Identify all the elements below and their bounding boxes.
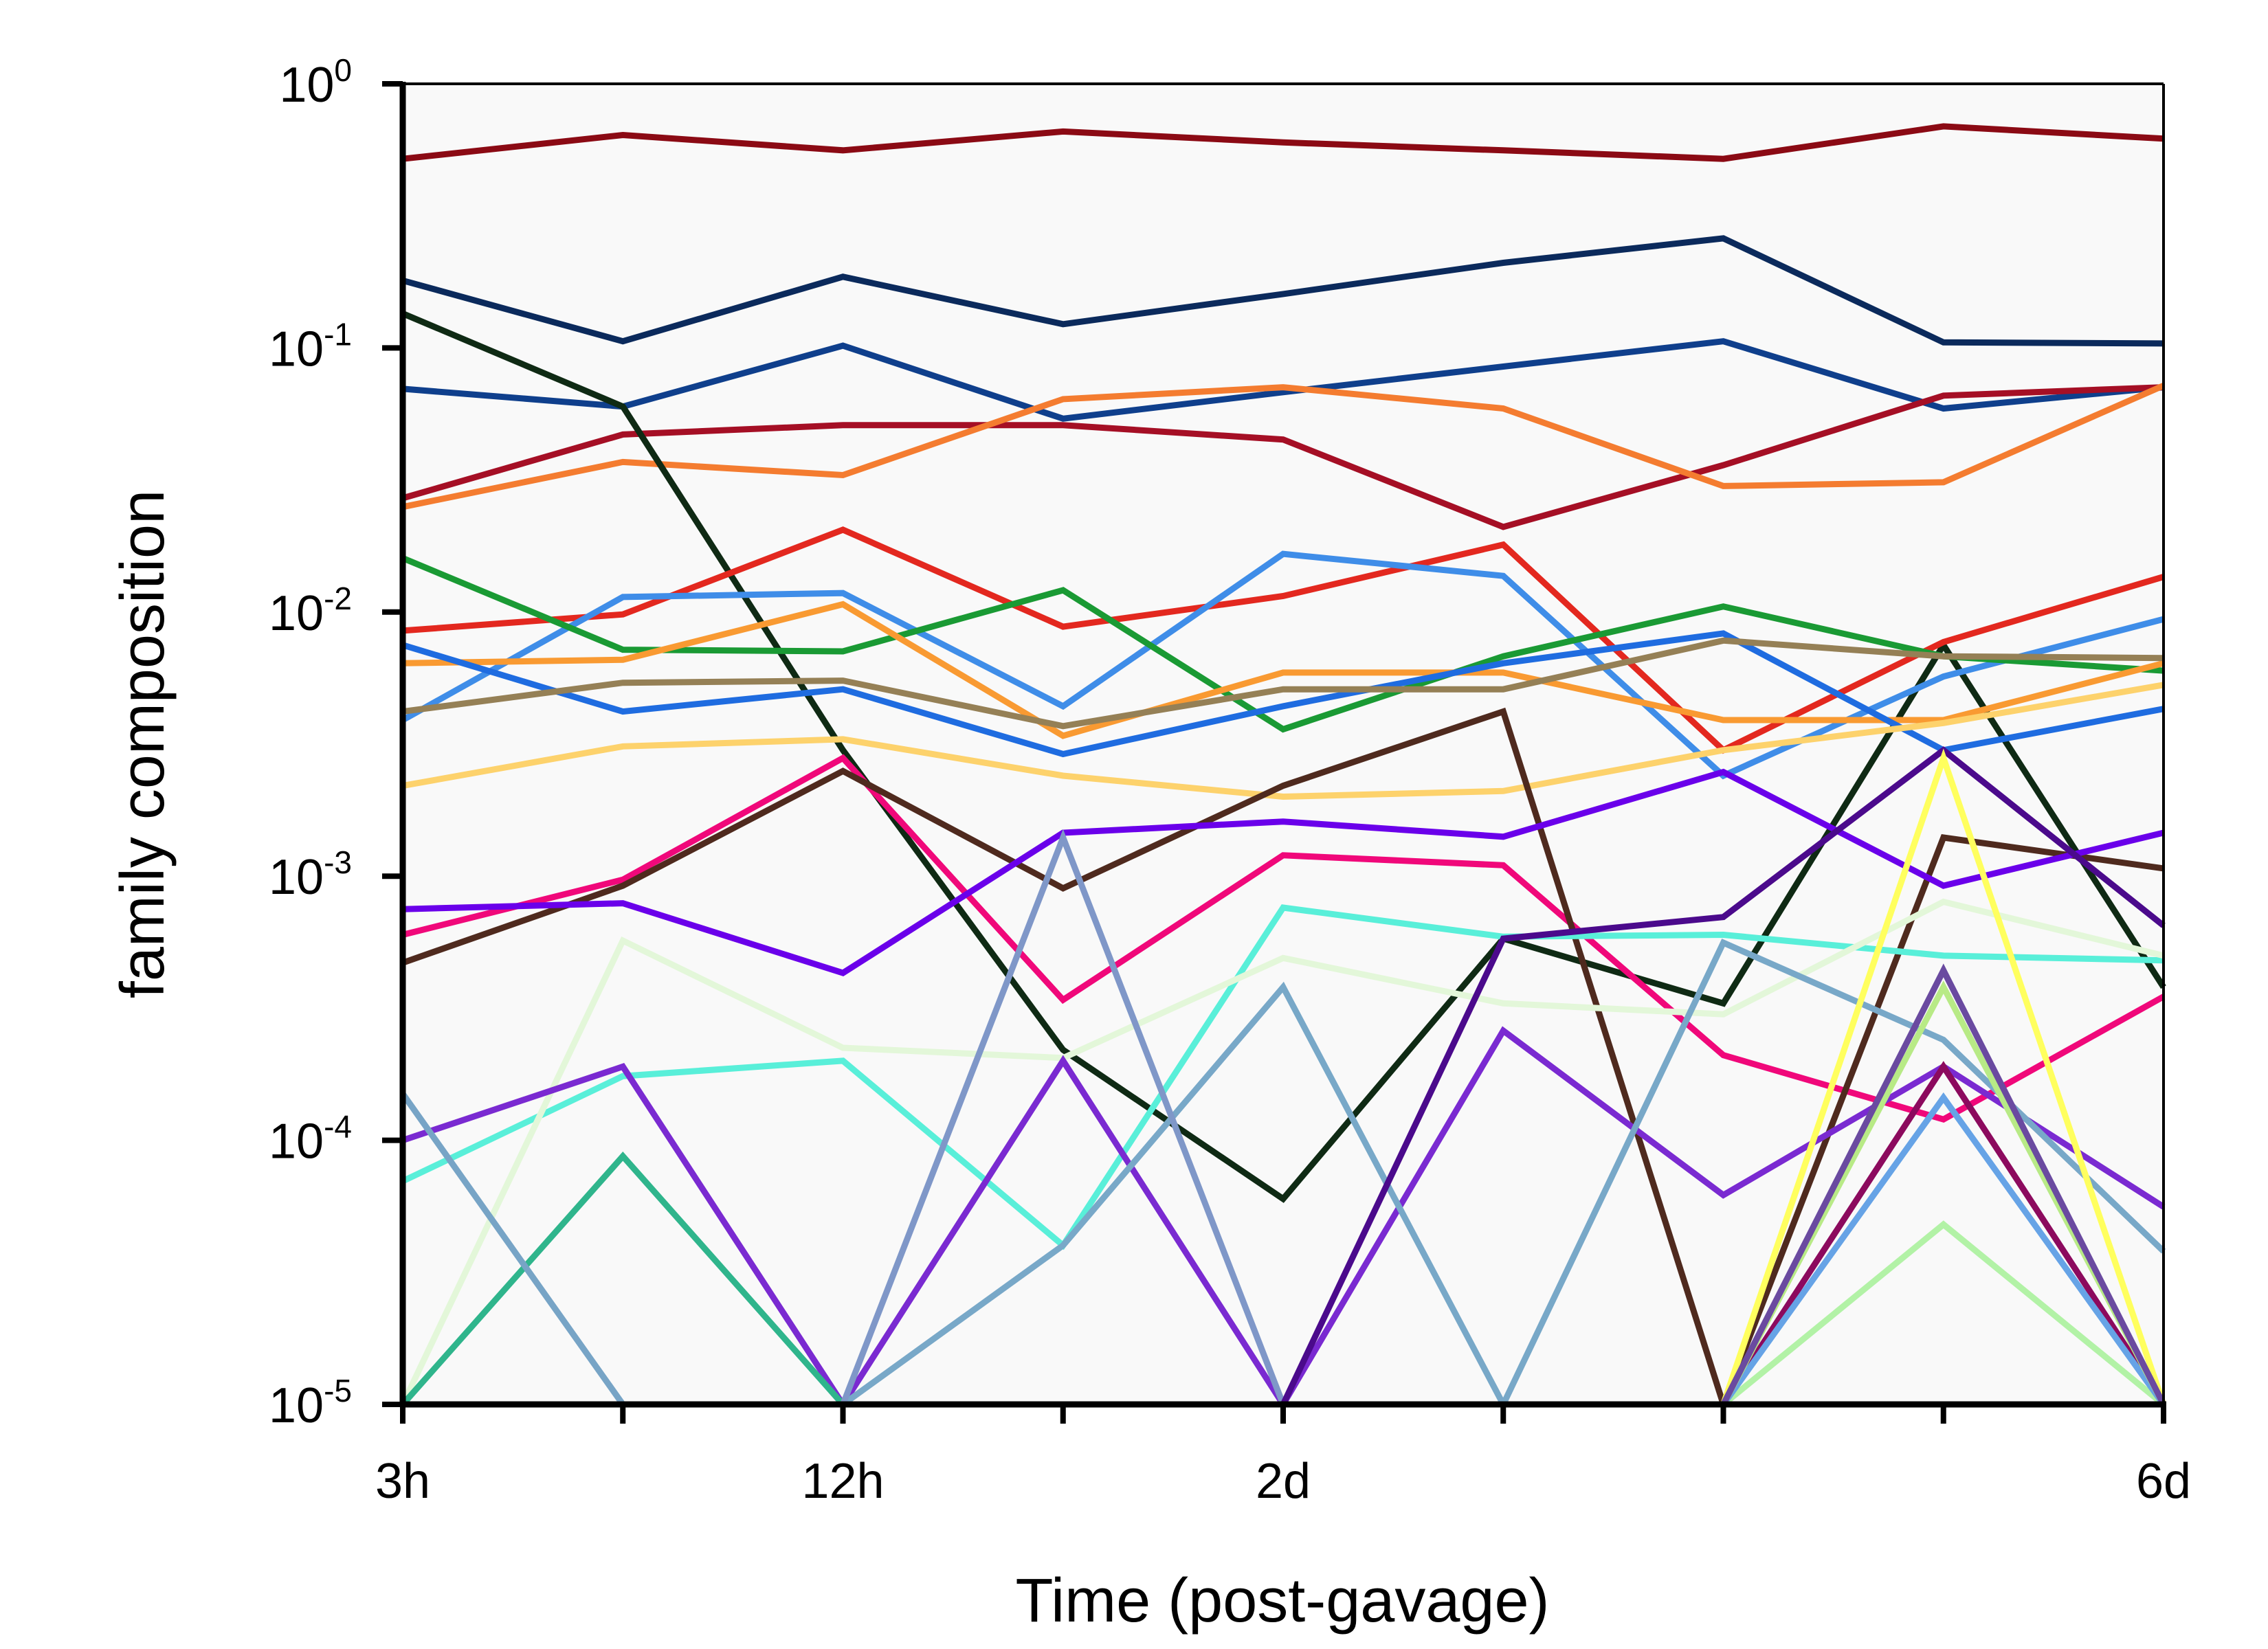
y-tick-label: 10-4	[269, 1109, 352, 1169]
y-axis-title: family composition	[109, 490, 177, 998]
series-line-4	[401, 384, 2164, 530]
series-line-10	[402, 601, 2165, 739]
ticks-layer: 3h 12h 2d 6d 100 10-1 10-2 10-3 10-4 10-5	[269, 52, 2191, 1509]
series-line-11	[401, 630, 2164, 758]
y-tick-label: 100	[279, 52, 352, 113]
series-line-1	[402, 123, 2164, 162]
x-axis-title: Time (post-gavage)	[1016, 1567, 1550, 1635]
x-tick-label: 2d	[1256, 1454, 1311, 1509]
series-line-27	[1720, 1061, 2166, 1406]
y-tick-label: 10-5	[269, 1373, 352, 1433]
series-line-13	[402, 682, 2164, 800]
series-line-7	[402, 526, 2165, 754]
series-line-17	[401, 904, 2164, 1250]
series-line-26	[1721, 1220, 2166, 1407]
x-tick-label: 6d	[2136, 1454, 2191, 1509]
series-line-24	[1280, 746, 2166, 1406]
series-line-9	[401, 555, 2164, 733]
y-tick-label: 10-3	[269, 844, 352, 905]
series-line-16	[402, 768, 2165, 977]
series-line-25	[1720, 748, 2167, 1406]
series-line-12	[402, 637, 2164, 730]
x-tick-label: 3h	[375, 1454, 430, 1509]
y-tick-label: 10-1	[269, 316, 352, 377]
series-line-30	[1720, 963, 2167, 1406]
y-tick-label: 10-2	[269, 581, 352, 641]
series-line-14	[401, 754, 2166, 1123]
series-line-21	[400, 1092, 625, 1406]
series-line-3	[402, 338, 2164, 422]
series-line-28	[1720, 1092, 2166, 1406]
series-line-2	[401, 235, 2164, 347]
series-line-6	[401, 311, 2166, 1203]
series-line-15	[401, 707, 2164, 1414]
x-tick-label: 12h	[801, 1454, 884, 1509]
series-line-20	[400, 1152, 845, 1406]
series-line-5	[402, 383, 2165, 511]
series-line-18	[399, 898, 2165, 1406]
series-line-23	[840, 829, 1287, 1406]
